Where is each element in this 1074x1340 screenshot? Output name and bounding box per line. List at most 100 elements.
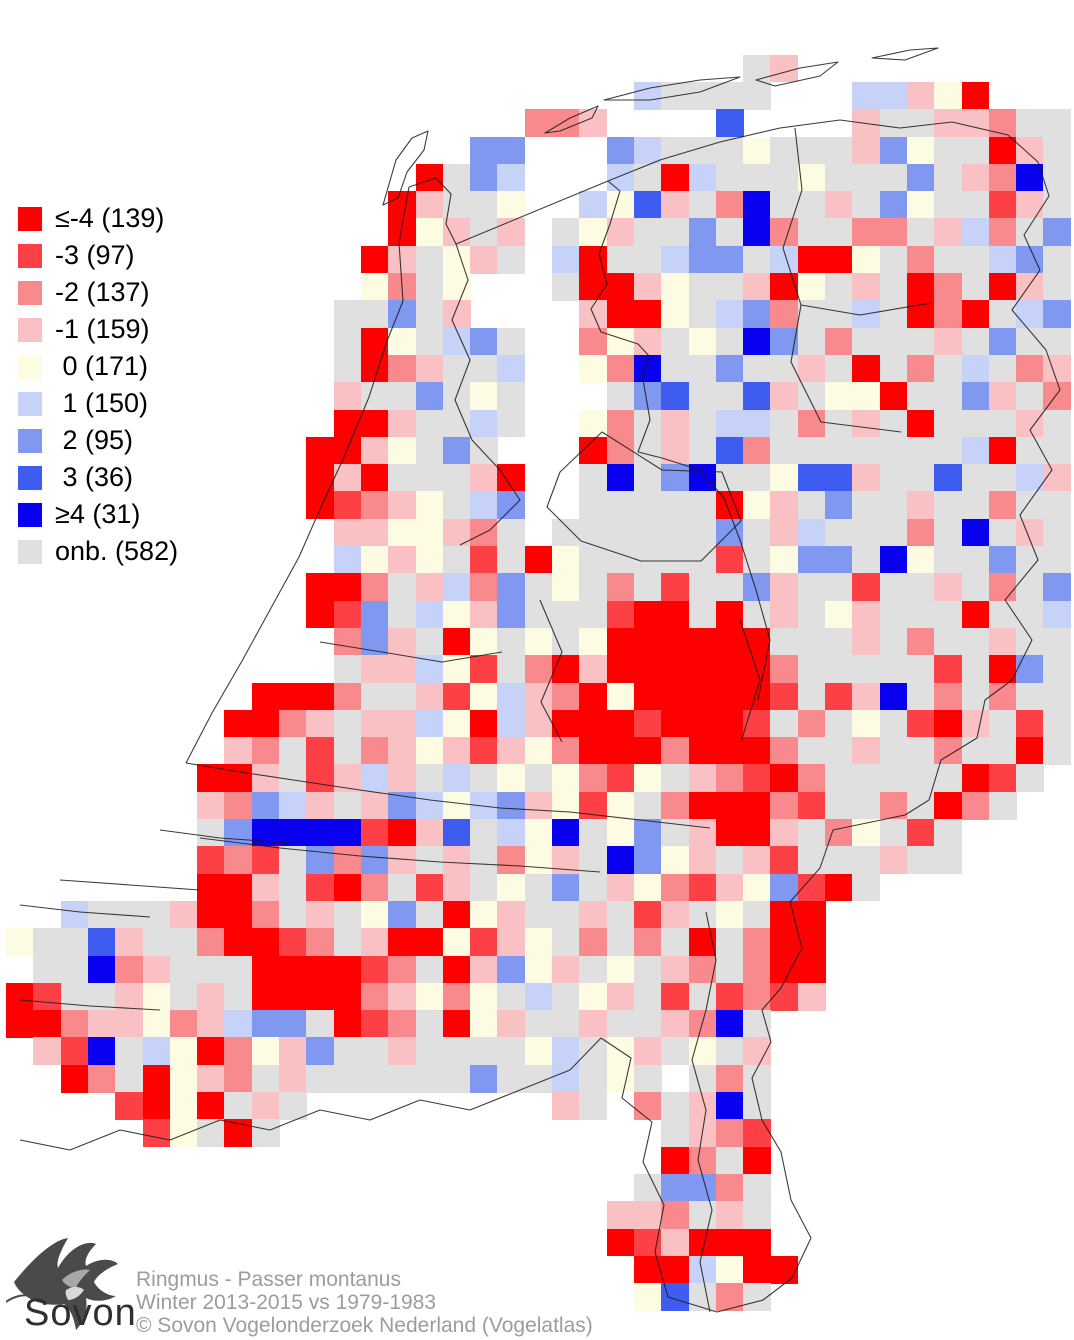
grid-cell — [224, 928, 253, 957]
legend-label: -3 (97) — [55, 240, 135, 270]
grid-cell — [552, 273, 580, 301]
grid-cell — [633, 218, 662, 247]
grid-cell — [388, 518, 417, 547]
grid-cell — [688, 900, 717, 929]
grid-cell — [688, 245, 717, 274]
grid-cell — [688, 327, 717, 356]
grid-cell — [360, 737, 389, 765]
grid-cell — [715, 136, 744, 165]
grid-cell — [688, 81, 717, 110]
grid-cell — [906, 546, 935, 574]
grid-cell — [825, 382, 853, 411]
grid-cell — [688, 982, 717, 1011]
grid-cell — [906, 81, 935, 110]
grid-cell — [497, 846, 526, 875]
grid-cell — [715, 955, 744, 984]
grid-cell — [251, 1092, 280, 1120]
grid-cell — [606, 737, 635, 765]
grid-cell — [306, 928, 335, 957]
grid-cell — [633, 627, 662, 656]
grid-cell — [688, 409, 717, 438]
grid-cell — [961, 791, 990, 820]
grid-cell — [497, 136, 526, 165]
grid-cell — [770, 900, 799, 929]
grid-cell — [852, 218, 881, 247]
grid-cell — [360, 573, 389, 602]
grid-cell — [988, 546, 1017, 574]
grid-cell — [606, 682, 635, 711]
grid-cell — [743, 928, 771, 957]
grid-cell — [715, 546, 744, 574]
grid-cell — [279, 682, 307, 711]
grid-cell — [279, 955, 307, 984]
grid-cell — [825, 136, 853, 165]
grid-cell — [633, 655, 662, 684]
grid-cell — [743, 819, 771, 847]
grid-cell — [879, 163, 908, 192]
grid-cell — [579, 737, 608, 765]
grid-cell — [934, 846, 963, 875]
grid-cell — [360, 846, 389, 875]
grid-cell — [633, 1037, 662, 1066]
grid-cell — [633, 464, 662, 492]
grid-cell — [688, 436, 717, 465]
grid-cell — [688, 354, 717, 383]
grid-cell — [961, 273, 990, 301]
caption-block: Ringmus - Passer montanus Winter 2013-20… — [136, 1268, 593, 1337]
grid-cell — [879, 300, 908, 329]
grid-cell — [825, 737, 853, 765]
grid-cell — [33, 1037, 62, 1066]
grid-cell — [470, 627, 498, 656]
grid-cell — [442, 300, 471, 329]
grid-cell — [360, 819, 389, 847]
grid-cell — [251, 737, 280, 765]
grid-cell — [606, 218, 635, 247]
grid-cell — [497, 1037, 526, 1066]
grid-cell — [825, 709, 853, 738]
grid-cell — [961, 518, 990, 547]
grid-cell — [1016, 655, 1044, 684]
grid-cell — [879, 627, 908, 656]
grid-cell — [743, 709, 771, 738]
grid-cell — [579, 846, 608, 875]
grid-cell — [142, 1010, 171, 1038]
grid-cell — [224, 955, 253, 984]
grid-cell — [197, 873, 225, 902]
grid-cell — [661, 737, 690, 765]
grid-cell — [33, 982, 62, 1011]
grid-cell — [633, 382, 662, 411]
grid-cell — [442, 464, 471, 492]
grid-cell — [279, 709, 307, 738]
grid-cell — [497, 982, 526, 1011]
grid-cell — [633, 300, 662, 329]
grid-cell — [415, 955, 444, 984]
grid-cell — [388, 327, 417, 356]
grid-cell — [579, 354, 608, 383]
grid-cell — [661, 1010, 690, 1038]
grid-cell — [224, 1037, 253, 1066]
grid-cell — [661, 1037, 690, 1066]
grid-cell — [388, 682, 417, 711]
legend-swatch — [18, 502, 42, 527]
grid-cell — [251, 1119, 280, 1148]
grid-cell — [825, 354, 853, 383]
grid-cell — [442, 218, 471, 247]
grid-cell — [906, 518, 935, 547]
grid-cell — [879, 573, 908, 602]
grid-cell — [743, 682, 771, 711]
grid-cell — [688, 573, 717, 602]
grid-cell — [797, 327, 826, 356]
grid-cell — [879, 791, 908, 820]
grid-cell — [633, 600, 662, 629]
grid-cell — [797, 600, 826, 629]
grid-cell — [879, 518, 908, 547]
grid-cell — [715, 982, 744, 1011]
grid-cell — [934, 436, 963, 465]
legend-item: -2 (137) — [18, 274, 178, 311]
grid-cell — [988, 191, 1017, 219]
grid-cell — [333, 955, 362, 984]
grid-cell — [497, 791, 526, 820]
grid-cell — [552, 846, 580, 875]
grid-cell — [688, 546, 717, 574]
grid-cell — [306, 737, 335, 765]
